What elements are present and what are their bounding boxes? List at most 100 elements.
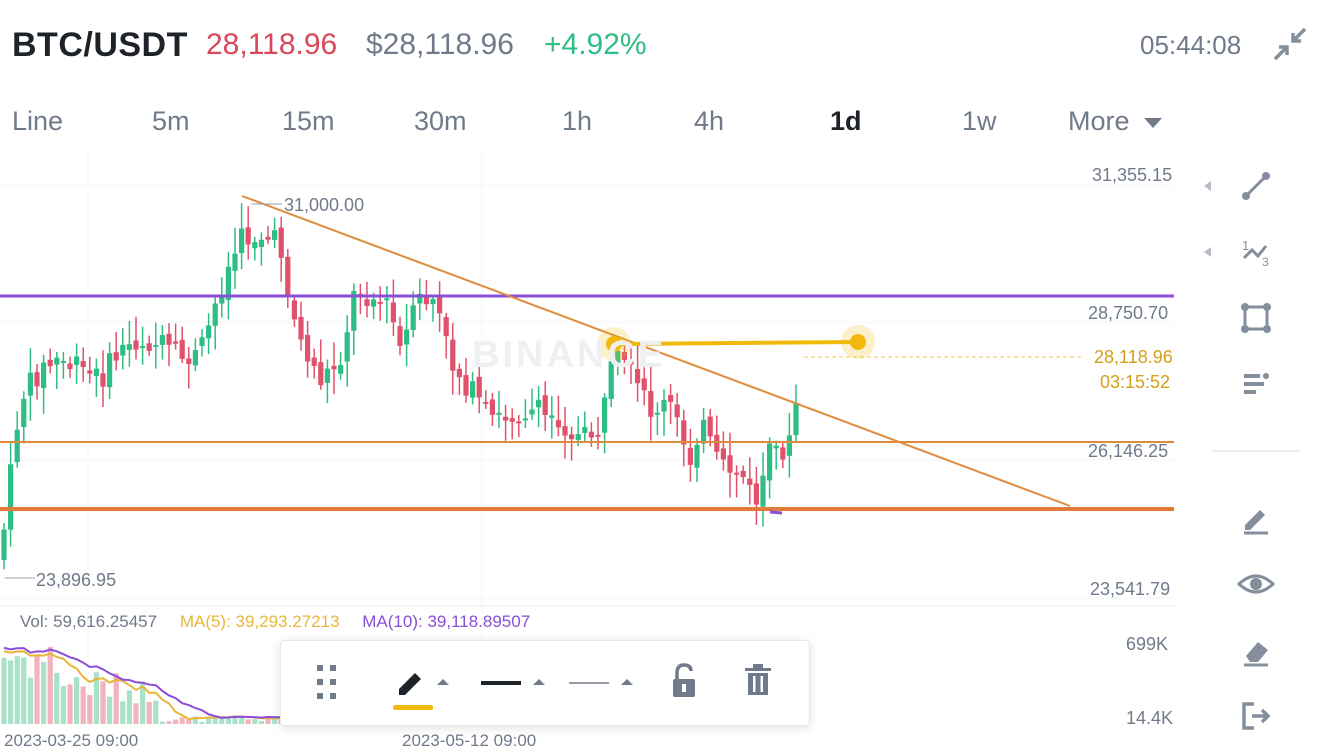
candle-body (489, 399, 495, 415)
volume-bar (245, 719, 251, 724)
usd-price: $28,118.96 (366, 28, 514, 61)
tab-5m[interactable]: 5m (152, 106, 190, 136)
candle-body (199, 337, 205, 346)
volume-bar (34, 655, 40, 724)
current-price-tag: 28,118.96 (1094, 347, 1173, 367)
candle-body (687, 447, 693, 465)
low-label: 23,896.95 (36, 570, 117, 590)
candle-body (635, 369, 641, 384)
candle-body (417, 293, 423, 304)
candle-body (74, 356, 80, 365)
unlock-icon[interactable] (669, 659, 699, 707)
expand-arrow-icon[interactable] (1204, 247, 1211, 257)
candle-body (529, 409, 535, 415)
tab-4h[interactable]: 4h (694, 106, 725, 136)
price-axis-label: 31,355.15 (1092, 165, 1173, 185)
tab-more-label: More (1068, 106, 1130, 136)
tab-15m[interactable]: 15m (282, 106, 335, 136)
volume-legend: Vol: 59,616.25457 MA(5): 39,293.27213 MA… (20, 612, 548, 632)
candle-body (786, 435, 792, 456)
candle-body (516, 421, 522, 424)
candle-body (503, 416, 509, 421)
tab-30m[interactable]: 30m (414, 106, 467, 136)
candle-body (714, 434, 720, 452)
tab-1w[interactable]: 1w (962, 106, 997, 136)
candle-body (351, 290, 357, 331)
drag-handle-icon[interactable] (315, 659, 339, 707)
rectangle-icon[interactable] (1236, 298, 1276, 338)
volume-bar (258, 720, 264, 724)
trend-line-icon[interactable] (1236, 166, 1276, 206)
toolbar-divider (1212, 450, 1300, 452)
candle-body (265, 236, 271, 240)
candle-body (496, 412, 502, 415)
selected-segment[interactable] (597, 325, 875, 361)
candle-body (344, 332, 350, 362)
tab-1h[interactable]: 1h (562, 106, 593, 136)
volume-bar (146, 702, 152, 724)
svg-text:3: 3 (1262, 255, 1269, 269)
candle-body (437, 294, 443, 314)
eye-icon[interactable] (1236, 564, 1276, 604)
volume-bar (239, 718, 245, 724)
candle-body (179, 339, 185, 359)
candle-body (404, 329, 410, 345)
candle-body (100, 373, 106, 387)
volume-bar (153, 700, 159, 724)
candle-body (245, 227, 251, 245)
candle-body (107, 353, 113, 388)
candle-body (555, 420, 561, 428)
tab-more[interactable]: More (1068, 106, 1162, 137)
exit-icon[interactable] (1236, 696, 1276, 736)
candle-body (423, 294, 429, 305)
candle-body (371, 299, 377, 307)
candle-body (661, 399, 667, 412)
header: BTC/USDT 28,118.96 $28,118.96 +4.92% 05:… (0, 0, 1334, 92)
candle-body (285, 256, 291, 297)
candle-body (278, 227, 284, 258)
volume-bar (87, 694, 93, 724)
last-price: 28,118.96 (206, 28, 338, 61)
candle-body (338, 365, 344, 374)
candle-body (727, 455, 733, 473)
volume-bar (54, 672, 60, 724)
candle-body (595, 434, 601, 437)
trend-line[interactable] (241, 195, 1071, 507)
candle-body (140, 346, 146, 349)
pencil-icon[interactable] (393, 659, 455, 710)
candle-body (331, 365, 337, 370)
volume-bar (21, 657, 27, 724)
candle-body (67, 363, 73, 369)
candle-body (305, 335, 311, 362)
candle-body (463, 375, 469, 396)
clock: 05:44:08 (1140, 30, 1242, 60)
candle-body (588, 431, 594, 438)
price-axis-label: 23,541.79 (1090, 579, 1171, 599)
line-thick-icon[interactable] (481, 659, 547, 707)
collapse-arrows-icon[interactable] (1272, 26, 1308, 62)
candle-body (443, 317, 449, 337)
volume-bar (27, 677, 33, 724)
drawing-toolbar (280, 640, 810, 726)
tab-line[interactable]: Line (12, 106, 64, 136)
line-thin-icon[interactable] (569, 659, 635, 707)
candle-body (318, 362, 324, 386)
candle-body (324, 368, 330, 383)
candle-body (793, 403, 799, 436)
candle-body (575, 434, 581, 441)
tab-1d[interactable]: 1d (830, 106, 862, 136)
expand-arrow-icon[interactable] (1204, 181, 1211, 191)
candle-body (780, 447, 786, 460)
pair-title: BTC/USDT (12, 26, 188, 64)
eraser-icon[interactable] (1236, 630, 1276, 670)
indicator-list-icon[interactable] (1236, 364, 1276, 404)
candle-body (120, 344, 126, 356)
candlestick-chart[interactable] (0, 150, 1334, 750)
pencil-edit-icon[interactable] (1236, 498, 1276, 538)
candle-body (206, 325, 212, 339)
trash-icon[interactable] (743, 659, 773, 707)
short-purple-mark (769, 510, 783, 515)
volume-bar (219, 716, 225, 724)
candle-body (186, 358, 192, 365)
